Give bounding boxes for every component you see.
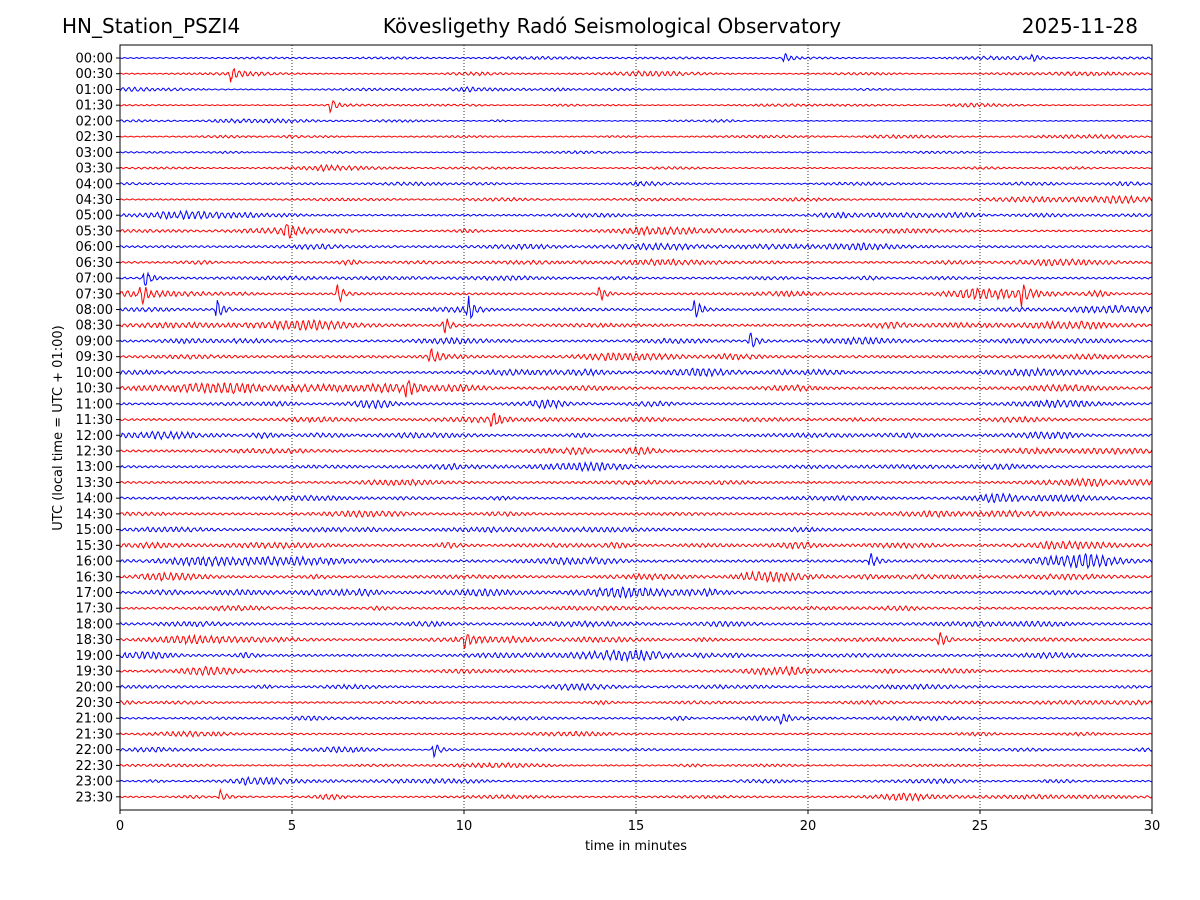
trace-1300	[119, 460, 1153, 473]
y-tick-label: 17:00	[76, 586, 113, 601]
y-tick-label: 16:00	[76, 555, 113, 570]
y-tick-label: 04:30	[76, 193, 113, 208]
y-tick-label: 23:00	[76, 775, 113, 790]
y-tick-label: 04:00	[76, 177, 113, 192]
y-tick-label: 15:30	[76, 539, 113, 554]
trace-2100	[119, 713, 1153, 725]
y-tick-label: 03:30	[76, 162, 113, 177]
station-name: HN_Station_PSZI4	[62, 14, 241, 38]
trace-2000	[119, 682, 1153, 692]
y-tick-label: 02:00	[76, 114, 113, 129]
y-tick-label: 03:00	[76, 146, 113, 161]
x-tick-label: 30	[1144, 819, 1161, 834]
y-tick-label: 06:00	[76, 240, 113, 255]
y-tick-label: 01:00	[76, 83, 113, 98]
trace-0230	[119, 133, 1153, 140]
y-tick-label: 07:30	[76, 287, 113, 302]
y-tick-label: 21:00	[76, 712, 113, 727]
x-tick-label: 15	[628, 819, 645, 834]
y-tick-label: 17:30	[76, 602, 113, 617]
y-tick-label: 20:30	[76, 696, 113, 711]
trace-1100	[119, 399, 1153, 410]
observatory-title: Kövesligethy Radó Seismological Observat…	[382, 14, 842, 38]
trace-1200	[119, 430, 1153, 441]
y-tick-label: 01:30	[76, 99, 113, 114]
y-tick-label: 09:30	[76, 350, 113, 365]
trace-1530	[119, 539, 1153, 551]
x-tick-label: 20	[800, 819, 817, 834]
trace-1730	[119, 604, 1153, 612]
y-tick-label: 22:00	[76, 743, 113, 758]
y-tick-label: 18:30	[76, 633, 113, 648]
x-tick-label: 5	[288, 819, 296, 834]
y-tick-label: 14:00	[76, 492, 113, 507]
y-tick-label: 10:00	[76, 366, 113, 381]
x-tick-label: 0	[116, 819, 124, 834]
trace-1830	[119, 632, 1153, 650]
y-tick-label: 09:00	[76, 334, 113, 349]
y-tick-label: 18:00	[76, 617, 113, 632]
y-tick-label: 19:00	[76, 649, 113, 664]
record-date: 2025-11-28	[1021, 14, 1138, 38]
y-tick-label: 15:00	[76, 523, 113, 538]
y-tick-label: 12:00	[76, 429, 113, 444]
trace-0630	[119, 258, 1153, 267]
y-tick-label: 02:30	[76, 130, 113, 145]
y-tick-label: 08:00	[76, 303, 113, 318]
y-axis-ticks: 00:0000:3001:0001:3002:0002:3003:0003:30…	[76, 52, 120, 805]
x-axis-ticks: 0 5 10 15 20 25 30	[116, 810, 1160, 834]
y-tick-label: 11:00	[76, 397, 113, 412]
y-tick-label: 00:00	[76, 52, 113, 67]
trace-2200	[119, 744, 1153, 759]
trace-0600	[119, 241, 1153, 251]
y-tick-label: 05:30	[76, 224, 113, 239]
y-tick-label: 23:30	[76, 790, 113, 805]
y-tick-label: 10:30	[76, 382, 113, 397]
y-tick-label: 20:00	[76, 680, 113, 695]
trace-1800	[119, 620, 1153, 629]
trace-1330	[119, 477, 1153, 488]
y-axis-label: UTC (local time = UTC + 01:00)	[51, 325, 66, 530]
trace-0930	[119, 347, 1153, 363]
trace-0500	[119, 209, 1153, 221]
trace-1030	[119, 379, 1153, 398]
y-tick-label: 14:30	[76, 507, 113, 522]
y-tick-label: 00:30	[76, 67, 113, 82]
y-tick-label: 13:00	[76, 460, 113, 475]
trace-1700	[119, 586, 1153, 600]
y-tick-label: 22:30	[76, 759, 113, 774]
trace-1400	[119, 492, 1153, 504]
x-tick-label: 25	[972, 819, 989, 834]
trace-0700	[119, 271, 1153, 286]
y-tick-label: 12:30	[76, 445, 113, 460]
y-tick-label: 08:30	[76, 319, 113, 334]
trace-0430	[119, 194, 1153, 205]
y-tick-label: 16:30	[76, 570, 113, 585]
vertical-grid	[291, 45, 981, 810]
trace-0900	[119, 332, 1153, 348]
x-tick-label: 10	[456, 819, 473, 834]
y-tick-label: 19:30	[76, 665, 113, 680]
y-tick-label: 21:30	[76, 727, 113, 742]
y-tick-label: 11:30	[76, 413, 113, 428]
trace-2300	[119, 775, 1153, 786]
trace-1130	[119, 412, 1153, 428]
x-axis-label: time in minutes	[585, 839, 687, 854]
y-tick-label: 06:30	[76, 256, 113, 271]
trace-0300	[119, 150, 1153, 155]
y-tick-label: 13:30	[76, 476, 113, 491]
y-tick-label: 05:00	[76, 209, 113, 224]
y-tick-label: 07:00	[76, 272, 113, 287]
trace-1930	[119, 665, 1153, 677]
